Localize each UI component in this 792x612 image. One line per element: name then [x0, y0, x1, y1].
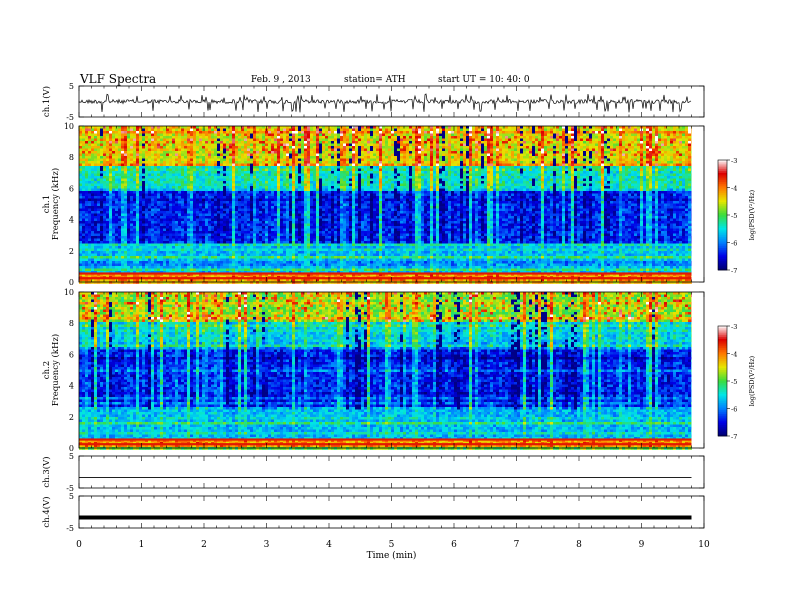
spectrogram-1-ylabel: ch.1 — [42, 195, 52, 213]
x-axis-label: Time (min) — [367, 550, 417, 561]
ch-wave-1-ylabel: ch.1(V) — [41, 86, 52, 117]
x-tick-label: 10 — [698, 540, 710, 550]
x-tick-label: 2 — [201, 540, 207, 550]
colorbar-tick-label: -3 — [731, 157, 737, 165]
ch-wave-5-ylabel: ch.4(V) — [41, 496, 52, 527]
ch-wave-4-ylabel: ch.3(V) — [41, 456, 52, 487]
y-tick-label: 2 — [69, 247, 74, 256]
y-tick-label: 5 — [69, 492, 74, 501]
y-tick-label: 10 — [64, 288, 74, 297]
y-tick-label: 4 — [69, 382, 74, 391]
colorbar-label: log(PSD(V²/Hz) — [748, 355, 756, 406]
x-tick-label: 4 — [326, 540, 332, 550]
station-label: station= ATH — [344, 75, 406, 85]
y-tick-label: 6 — [69, 184, 74, 193]
colorbar-tick-label: -4 — [731, 185, 737, 193]
figure-title: VLF Spectra — [80, 72, 156, 86]
spectrogram-1-image — [79, 126, 692, 284]
spectrogram-2-ylabel: Frequency (kHz) — [50, 334, 61, 406]
x-tick-label: 8 — [576, 540, 582, 550]
x-tick-label: 3 — [264, 540, 270, 550]
waveform-line — [78, 93, 692, 113]
colorbar-tick-label: -3 — [731, 323, 737, 331]
spectrogram-1-ylabel: Frequency (kHz) — [50, 168, 61, 240]
colorbar-tick-label: -7 — [731, 267, 737, 275]
y-tick-label: 5 — [69, 452, 74, 461]
date-label: Feb. 9 , 2013 — [251, 75, 311, 85]
spectrogram-empty-region — [691, 126, 704, 282]
y-tick-label: 4 — [69, 216, 74, 225]
y-tick-label: 0 — [69, 444, 74, 453]
spectrogram-empty-region — [691, 292, 704, 448]
colorbar-label: log(PSD(V²/Hz) — [748, 189, 756, 240]
y-tick-label: 8 — [69, 319, 74, 328]
x-tick-label: 9 — [639, 540, 645, 550]
colorbar-tick-label: -5 — [731, 212, 737, 220]
y-tick-label: 0 — [69, 278, 74, 287]
y-tick-label: 6 — [69, 350, 74, 359]
x-tick-label: 6 — [451, 540, 457, 550]
y-tick-label: 5 — [69, 82, 74, 91]
x-tick-label: 5 — [389, 540, 395, 550]
x-tick-label: 7 — [514, 540, 520, 550]
spectrogram-2-image — [79, 292, 692, 450]
colorbar-tick-label: -4 — [731, 351, 737, 359]
spectrogram-2-ylabel: ch.2 — [42, 361, 52, 379]
y-tick-label: 2 — [69, 413, 74, 422]
y-tick-label: -5 — [66, 113, 74, 122]
x-tick-label: 0 — [76, 540, 82, 550]
colorbar-2 — [718, 326, 727, 437]
colorbar-tick-label: -6 — [731, 240, 737, 248]
colorbar-tick-label: -6 — [731, 406, 737, 414]
start-time-label: start UT = 10: 40: 0 — [438, 75, 530, 85]
colorbar-tick-label: -7 — [731, 433, 737, 441]
y-tick-label: -5 — [66, 484, 74, 493]
y-tick-label: 10 — [64, 122, 74, 131]
x-tick-label: 1 — [139, 540, 145, 550]
colorbar-1 — [718, 160, 727, 271]
colorbar-tick-label: -5 — [731, 378, 737, 386]
y-tick-label: 8 — [69, 153, 74, 162]
y-tick-label: -5 — [66, 524, 74, 533]
